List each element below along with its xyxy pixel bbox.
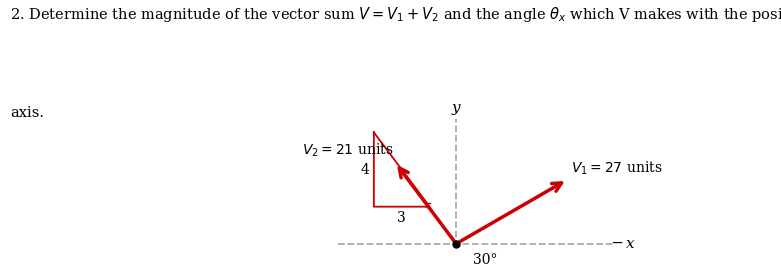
Text: 3: 3: [398, 211, 406, 225]
Text: 4: 4: [361, 162, 369, 176]
Text: 30°: 30°: [473, 253, 497, 265]
Text: 2. Determine the magnitude of the vector sum $V = V_1 + V_2$ and the angle $\the: 2. Determine the magnitude of the vector…: [10, 5, 781, 24]
Text: ─ x: ─ x: [612, 237, 635, 251]
Text: $V_2 = 21$ units: $V_2 = 21$ units: [302, 141, 394, 159]
Text: $V_1 = 27$ units: $V_1 = 27$ units: [572, 160, 663, 177]
Text: y: y: [452, 101, 461, 115]
Text: axis.: axis.: [10, 106, 45, 120]
